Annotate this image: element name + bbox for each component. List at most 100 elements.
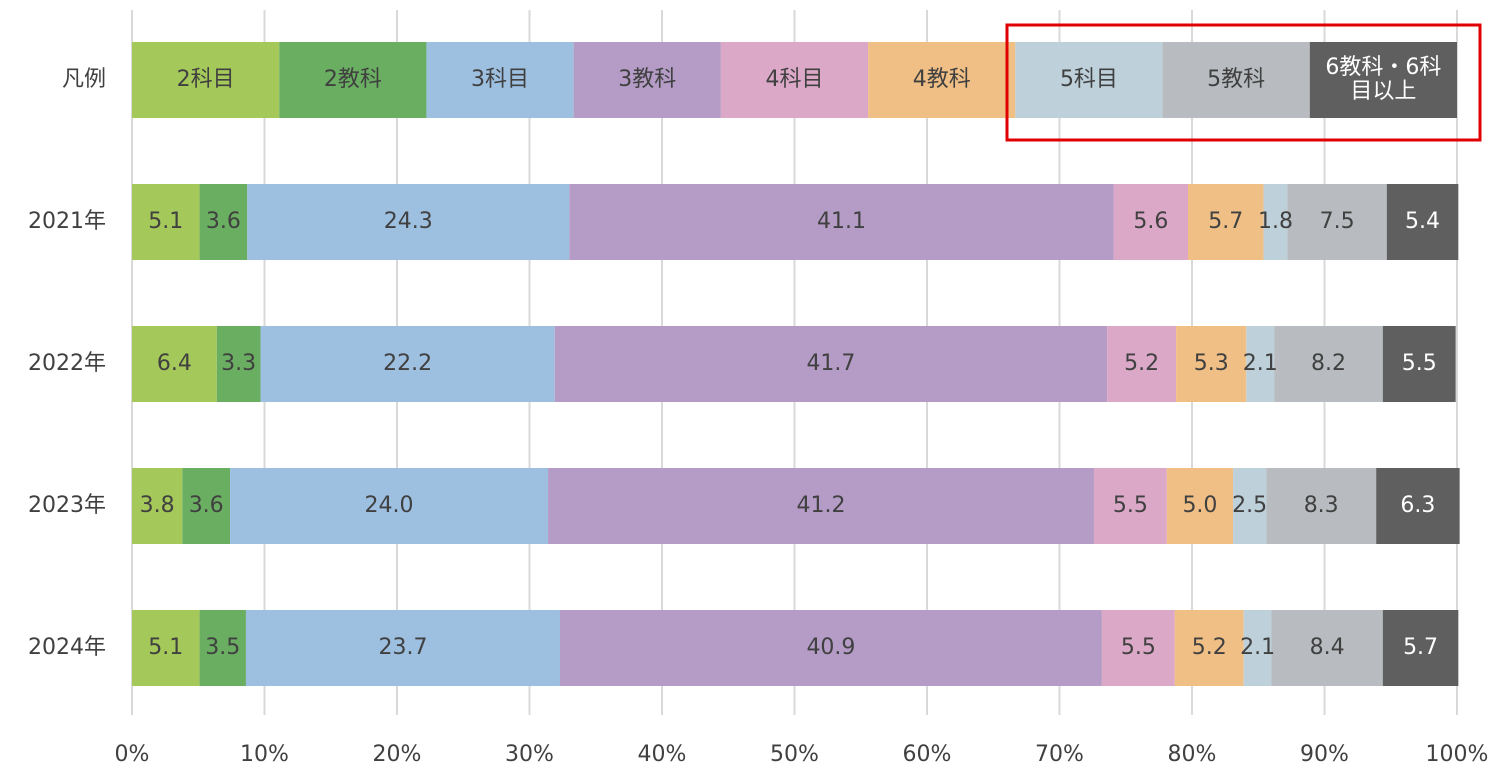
value-label: 2.5 (1232, 493, 1267, 518)
x-tick-label: 20% (373, 742, 422, 767)
legend-swatch (868, 42, 1016, 118)
x-tick-label: 100% (1426, 742, 1489, 767)
value-label: 8.2 (1311, 351, 1346, 376)
bar-segment (559, 610, 1102, 686)
x-tick-label: 60% (903, 742, 952, 767)
value-label: 5.5 (1402, 351, 1437, 376)
x-tick-label: 90% (1300, 742, 1349, 767)
legend-item: 3科目 (471, 67, 530, 92)
y-tick-label: 2023年 (28, 493, 106, 518)
bar-segment (1101, 610, 1175, 686)
value-label: 2.1 (1243, 351, 1278, 376)
value-label: 5.7 (1208, 209, 1243, 234)
legend-item: 2教科 (324, 68, 382, 92)
legend-swatch (1309, 42, 1457, 118)
value-label: 5.5 (1113, 493, 1148, 518)
highlight-box (1005, 23, 1482, 142)
bar-segment (1243, 610, 1272, 686)
bar-segment (1263, 184, 1288, 260)
value-label: 3.5 (205, 635, 240, 660)
legend-label: 2科目 (176, 67, 235, 92)
bar-segment (1382, 610, 1459, 686)
bar-segment (132, 468, 183, 544)
legend-swatch (1162, 42, 1310, 118)
x-tick-label: 30% (505, 742, 554, 767)
legend-swatch (279, 42, 427, 118)
legend-item: 6教科・6科目以上 (1325, 55, 1442, 104)
bar-segment (199, 610, 246, 686)
bar-segment (569, 184, 1114, 260)
value-label: 3.3 (221, 351, 256, 376)
bar-segment (1233, 468, 1267, 544)
bar-segment (1382, 326, 1456, 402)
bar-segment (199, 184, 248, 260)
value-label: 5.6 (1133, 209, 1168, 234)
value-label: 8.3 (1304, 493, 1339, 518)
value-label: 24.3 (384, 209, 433, 234)
value-label: 5.5 (1121, 635, 1156, 660)
bar-segment (260, 326, 555, 402)
value-label: 7.5 (1320, 209, 1355, 234)
x-tick-label: 40% (638, 742, 687, 767)
value-label: 5.2 (1124, 351, 1159, 376)
value-label: 41.1 (817, 209, 866, 234)
bar-segment (132, 610, 200, 686)
legend-item: 5教科 (1207, 68, 1265, 92)
y-tick-label: 2022年 (28, 351, 106, 376)
bar-segment (1166, 468, 1234, 544)
value-label: 3.6 (206, 209, 241, 234)
bar-segment (548, 468, 1094, 544)
x-tick-label: 70% (1035, 742, 1084, 767)
x-tick-label: 10% (240, 742, 289, 767)
bar-segment (132, 184, 200, 260)
legend-label: 4科目 (765, 67, 824, 92)
value-label: 5.4 (1405, 209, 1440, 234)
value-label: 8.4 (1310, 635, 1345, 660)
bar-segment (1246, 326, 1275, 402)
legend-item: 5科目 (1060, 68, 1118, 92)
bar-segment (216, 326, 261, 402)
legend-item: 4教科 (912, 67, 971, 92)
bar-segment (230, 468, 549, 544)
bar-segment (1176, 326, 1247, 402)
value-label: 3.6 (189, 493, 224, 518)
value-label: 1.8 (1258, 209, 1293, 234)
value-label: 5.1 (148, 635, 183, 660)
value-label: 22.2 (383, 351, 432, 376)
legend-swatch (720, 42, 869, 118)
value-label: 40.9 (806, 635, 855, 660)
value-label: 41.2 (797, 493, 846, 518)
bar-segment (554, 326, 1108, 402)
legend-swatch (573, 42, 721, 118)
legend-swatch (426, 42, 574, 118)
value-label: 5.3 (1194, 351, 1229, 376)
bar-segment (1287, 184, 1387, 260)
value-label: 5.0 (1182, 493, 1217, 518)
legend-label: 3科目 (471, 67, 530, 92)
bar-segment (247, 184, 570, 260)
value-label: 6.3 (1400, 493, 1435, 518)
legend-label: 3教科 (618, 67, 677, 92)
value-label: 41.7 (806, 351, 855, 376)
value-label: 24.0 (365, 493, 414, 518)
legend-item: 3教科 (618, 67, 677, 92)
legend-label: 6教科・6科目以上 (1325, 55, 1442, 104)
value-label: 5.1 (148, 209, 183, 234)
x-tick-label: 0% (115, 742, 150, 767)
legend-swatch (1015, 42, 1163, 118)
bar-segment (182, 468, 231, 544)
bar-segment (1093, 468, 1167, 544)
bars (132, 42, 1460, 686)
bar-segment (1376, 468, 1460, 544)
legend-label: 4教科 (912, 67, 971, 92)
legend-title: 凡例 (62, 67, 106, 92)
bar-segment (1271, 610, 1383, 686)
y-tick-label: 2021年 (28, 209, 106, 234)
bar-segment (1386, 184, 1459, 260)
bar-segment (245, 610, 560, 686)
value-label: 3.8 (140, 493, 175, 518)
legend-item: 2科目 (176, 67, 235, 92)
x-tick-label: 80% (1168, 742, 1217, 767)
y-tick-label: 2024年 (28, 635, 106, 660)
